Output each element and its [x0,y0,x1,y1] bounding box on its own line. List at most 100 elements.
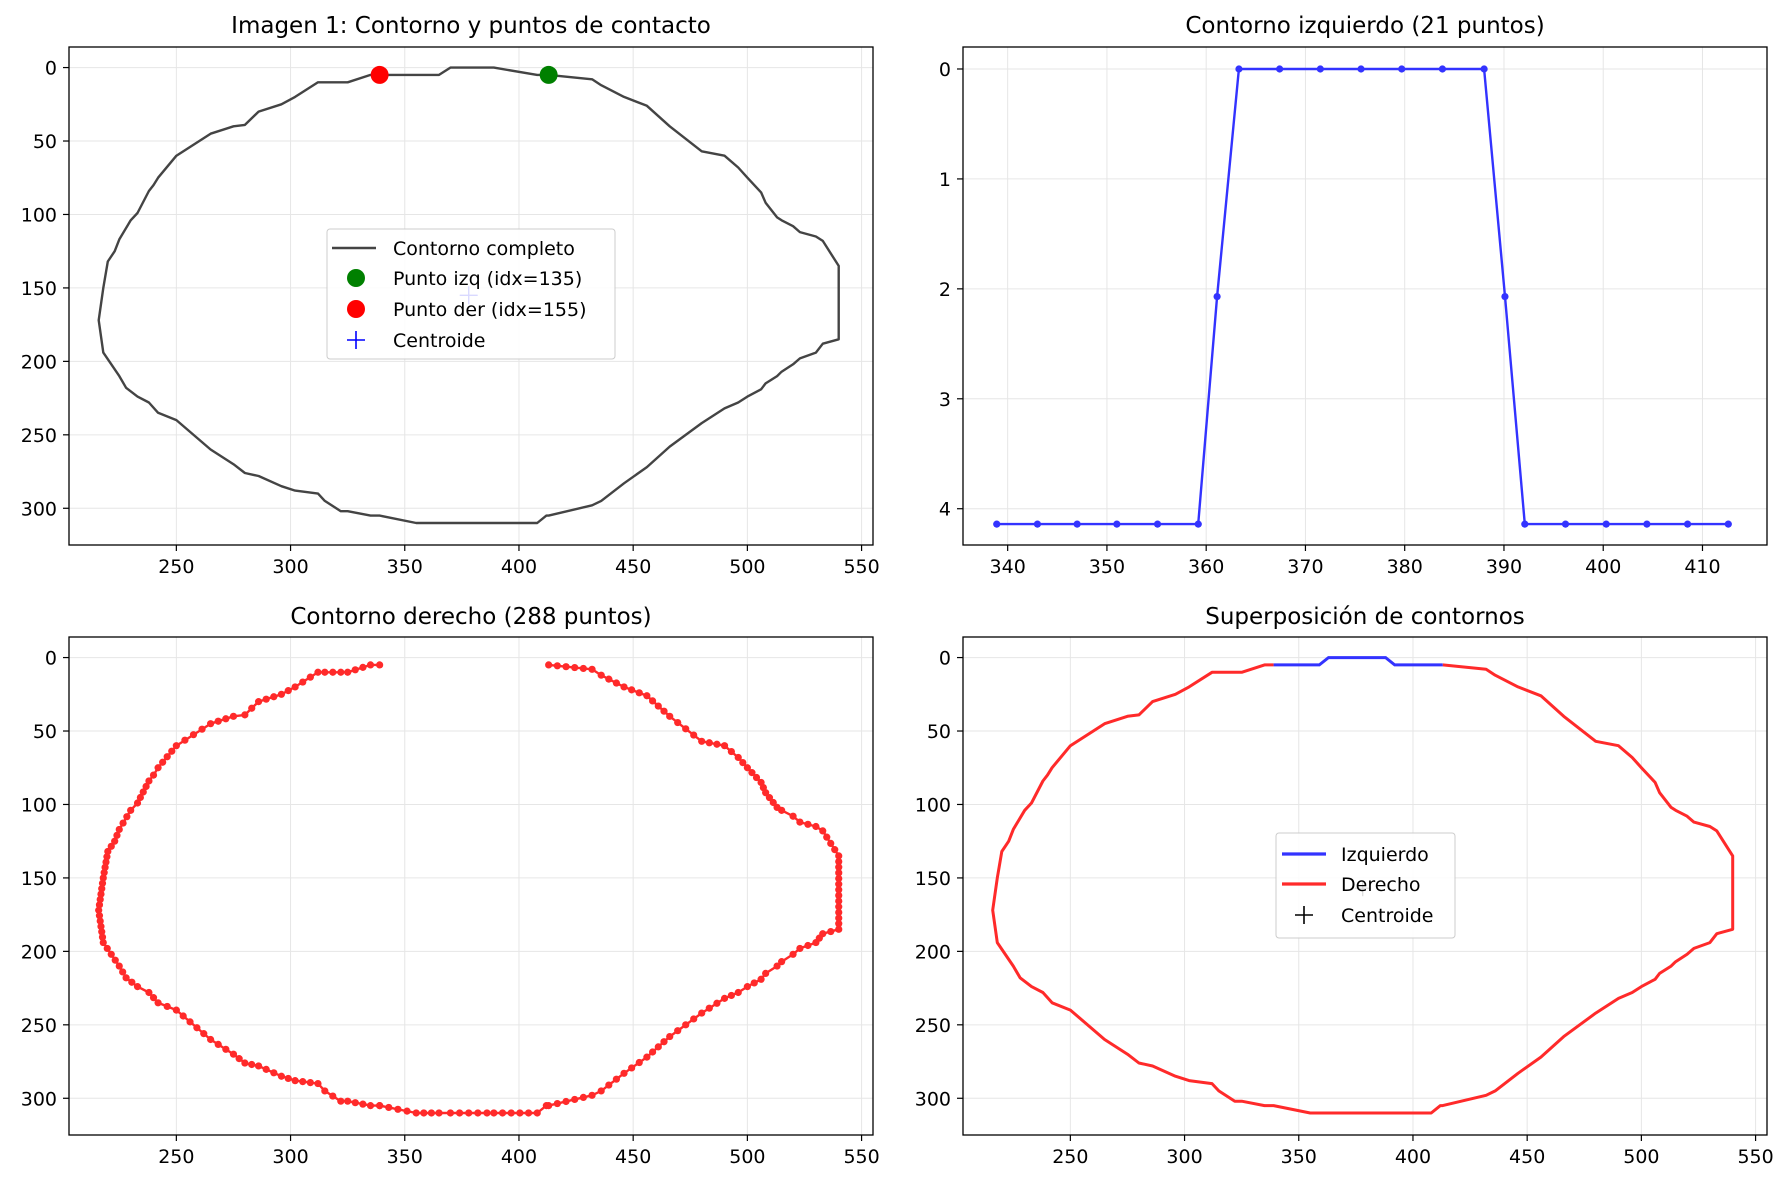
right-contour-point [145,777,153,785]
right-contour-point [133,799,142,807]
right-contour-point [498,1109,507,1117]
right-contour-point [95,901,104,909]
right-contour-point [98,933,107,941]
right-contour-point [823,833,831,841]
right-contour-point [654,702,662,710]
left-contour-point [1357,65,1365,73]
right-contour-point [254,1062,263,1070]
right-contour-point [207,720,215,728]
right-contour-point [193,1024,201,1032]
right-contour-point [720,742,729,750]
right-contour-point [115,825,123,834]
right-contour-point [769,798,777,807]
x-tick-label: 550 [843,1146,879,1168]
x-tick-label: 400 [1585,556,1621,578]
right-contour-point [743,764,751,772]
right-contour-point [635,1058,643,1067]
y-tick-label: 150 [915,868,951,890]
right-contour-point [95,912,104,920]
panel-1-title: Imagen 1: Contorno y puntos de contacto [231,13,711,39]
x-tick-label: 550 [1737,1146,1773,1168]
right-contour-point [562,663,570,671]
right-contour-point [628,1064,636,1072]
right-contour-point [115,962,123,970]
panel-4-title: Superposición de contornos [1205,604,1525,630]
y-tick-label: 100 [21,204,57,226]
right-contour-point [734,753,742,762]
right-contour-point [579,664,587,673]
right-contour-point [235,1055,243,1063]
right-contour-point [446,1109,455,1117]
right-contour-point [337,668,345,676]
right-contour-point [835,914,843,922]
panel-contour-left: Contorno izquierdo (21 puntos) 340 350 360… [939,13,1768,578]
right-contour-point [762,789,770,797]
right-contour-point [394,1105,402,1113]
right-contour-point [648,1048,657,1056]
right-contour-point [455,1109,464,1117]
right-contour-point [200,1030,208,1038]
right-contour-point [329,668,337,676]
legend-label-right: Derecho [1341,874,1421,896]
right-contour-point [812,938,820,947]
legend-label-left-point: Punto izq (idx=135) [393,268,582,290]
right-contour-point [612,1075,621,1083]
y-tick-label: 1 [939,169,951,191]
right-contour-point [734,988,742,997]
x-tick-label: 410 [1684,556,1720,578]
y-tick-label: 200 [21,351,57,373]
right-contour-point [122,974,130,982]
right-contour-point [698,1009,706,1017]
x-tick-label: 550 [843,556,879,578]
left-contour-point [1683,520,1692,528]
legend-label-contour: Contorno completo [393,238,575,260]
legend-label-centroid: Centroide [1341,905,1434,927]
right-contour-point [277,690,286,698]
right-contour-point [385,1103,393,1112]
panel-2-axes-frame [962,46,1768,546]
right-contour-point [344,668,352,676]
x-tick-label: 390 [1486,556,1522,578]
x-tick-label: 250 [158,556,194,578]
right-contour-point [705,1004,713,1012]
x-tick-label: 500 [1623,1146,1659,1168]
right-contour-point [553,1099,561,1108]
right-contour-point [248,1060,256,1069]
right-contour-point [507,1109,515,1117]
y-tick-label: 50 [927,721,951,743]
right-contour-point [344,1097,352,1105]
x-tick-label: 400 [501,1146,537,1168]
left-contour-point [1213,292,1221,301]
x-tick-label: 340 [990,556,1026,578]
right-contour-point [750,979,758,987]
right-contour-point [835,897,843,905]
right-contour-point [666,712,674,720]
right-contour-point [248,704,256,712]
right-contour-point [321,1087,329,1095]
right-contour-point [827,927,835,936]
right-contour-point [270,1069,278,1077]
right-contour-point [620,1069,628,1077]
left-contour-point [1643,520,1651,528]
right-contour-point [752,773,761,782]
right-contour-point [748,769,756,777]
x-tick-label: 450 [615,556,651,578]
right-contour-point [553,662,561,670]
right-contour-point [189,731,198,739]
right-contour-point [163,1002,171,1011]
panel-contour-full: Imagen 1: Contorno y puntos de contacto … [21,13,880,578]
right-contour-point [136,793,144,802]
right-contour-point [597,1087,605,1095]
x-tick-label: 500 [729,1146,765,1168]
right-contour-point [682,1021,690,1029]
left-contour-point [993,520,1001,528]
right-contour-point [524,1109,533,1117]
right-contour-point [412,1109,420,1117]
right-contour-point [291,1077,299,1085]
right-contour-point [713,740,721,748]
y-tick-label: 2 [939,279,951,301]
right-contour-point [796,944,804,953]
x-tick-label: 350 [387,556,423,578]
right-contour-point [321,668,329,676]
